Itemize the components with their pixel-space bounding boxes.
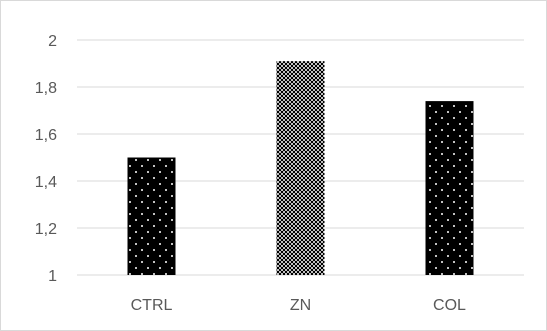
y-tick-label: 1,2 bbox=[35, 221, 57, 238]
x-category-label: COL bbox=[433, 297, 466, 314]
bars bbox=[127, 61, 474, 276]
y-tick-label: 1,8 bbox=[35, 80, 57, 97]
bar-zn bbox=[276, 61, 325, 276]
bar-ctrl bbox=[127, 157, 176, 275]
y-axis-ticks: 1 1,2 1,4 1,6 1,8 2 bbox=[35, 33, 57, 285]
y-tick-label: 1 bbox=[48, 268, 57, 285]
x-category-label: ZN bbox=[290, 297, 311, 314]
y-tick-label: 1,4 bbox=[35, 174, 57, 191]
y-tick-label: 1,6 bbox=[35, 127, 57, 144]
y-tick-label: 2 bbox=[48, 33, 57, 50]
x-axis-categories: CTRL ZN COL bbox=[131, 297, 466, 314]
bar-col bbox=[425, 101, 474, 275]
x-category-label: CTRL bbox=[131, 297, 173, 314]
